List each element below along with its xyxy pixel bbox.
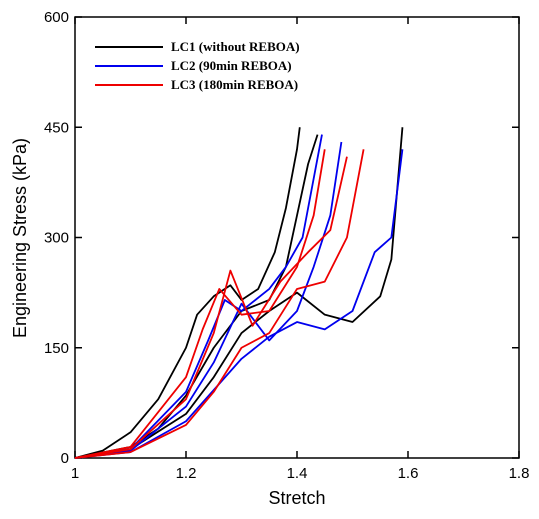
curve — [74, 127, 301, 459]
x-tick-label: 1.6 — [398, 465, 419, 482]
x-tick-label: 1.8 — [509, 465, 530, 482]
x-tick-label: 1.4 — [287, 465, 308, 482]
curve — [74, 149, 326, 459]
curve — [74, 134, 323, 459]
legend-label: LC2 (90min REBOA) — [171, 58, 292, 73]
x-tick-label: 1.2 — [176, 465, 197, 482]
curve — [74, 149, 404, 459]
curve — [74, 141, 343, 459]
y-tick-label: 600 — [44, 9, 69, 26]
y-tick-label: 150 — [44, 340, 69, 357]
curve — [74, 149, 365, 459]
x-axis-label: Stretch — [268, 488, 325, 508]
curve — [74, 156, 348, 459]
curve — [74, 127, 404, 459]
legend-label: LC1 (without REBOA) — [171, 39, 300, 54]
y-axis-label: Engineering Stress (kPa) — [10, 138, 30, 338]
y-tick-label: 300 — [44, 230, 69, 247]
legend-label: LC3 (180min REBOA) — [171, 77, 298, 92]
y-tick-label: 450 — [44, 119, 69, 136]
y-tick-label: 0 — [61, 450, 69, 467]
x-tick-label: 1 — [71, 465, 79, 482]
